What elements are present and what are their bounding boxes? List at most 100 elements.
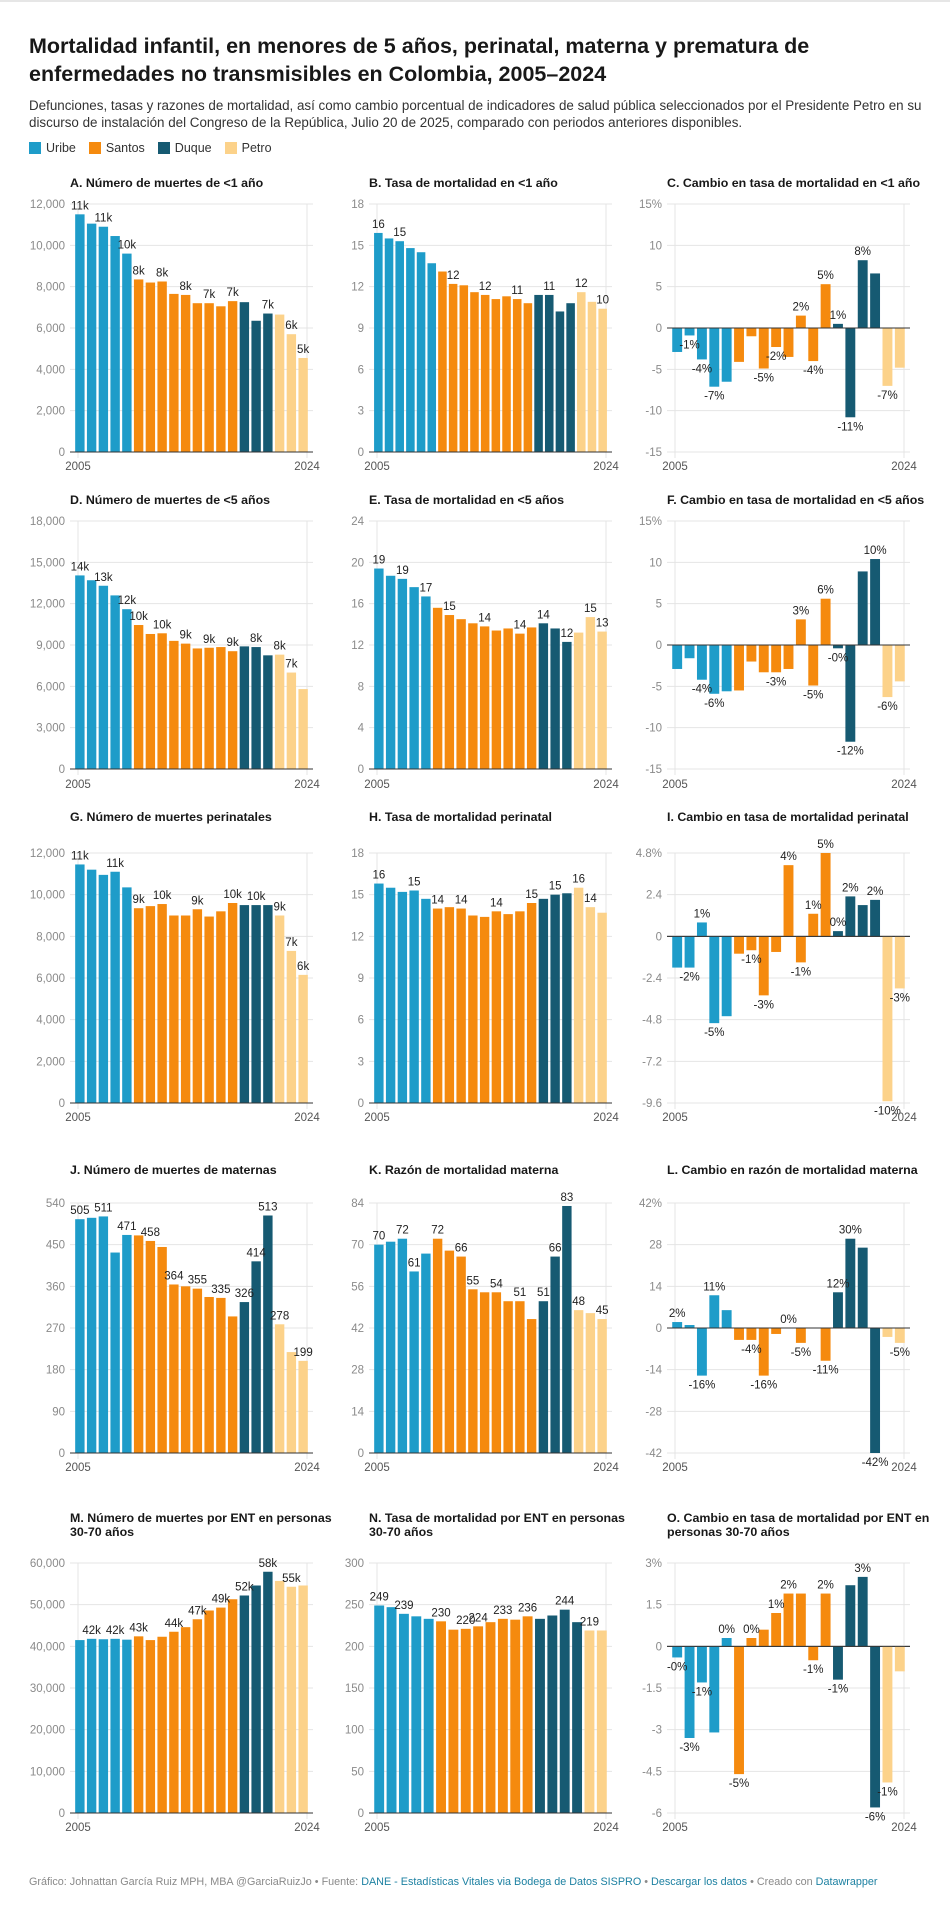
bar-o-1 — [684, 1646, 695, 1738]
y-tick-label-a: 0 — [59, 447, 65, 459]
bar-l-14 — [845, 1238, 856, 1328]
footer-datawrapper-link[interactable]: Datawrapper — [815, 1876, 878, 1888]
data-label-k-5: 72 — [431, 1225, 444, 1237]
bar-l-13 — [833, 1292, 843, 1328]
bar-d-13 — [227, 651, 238, 769]
data-label-i-9: 4% — [780, 851, 797, 863]
bar-i-9 — [783, 865, 794, 937]
data-label-k-12: 51 — [513, 1287, 526, 1299]
bar-a-2 — [98, 226, 109, 452]
bar-i-12 — [820, 853, 831, 937]
bar-n-16 — [572, 1622, 583, 1813]
bar-n-8 — [473, 1626, 484, 1813]
bar-h-17 — [573, 887, 584, 1103]
bar-o-3 — [709, 1646, 720, 1733]
bar-f-5 — [734, 645, 744, 691]
y-tick-label-l: 28 — [649, 1240, 662, 1252]
x-label-start-k: 2005 — [364, 1462, 390, 1474]
data-label-k-2: 72 — [396, 1225, 409, 1237]
footer-source-prefix: Fuente: — [321, 1876, 359, 1888]
footer-download-link[interactable]: Descargar los datos — [651, 1876, 748, 1888]
data-label-j-14: 326 — [235, 1288, 254, 1300]
bar-f-17 — [882, 645, 893, 698]
data-label-k-14: 51 — [537, 1287, 550, 1299]
bar-d-11 — [204, 647, 214, 769]
bar-g-2 — [98, 874, 109, 1103]
bar-m-12 — [216, 1607, 226, 1813]
data-label-h-5: 14 — [431, 895, 444, 907]
y-tick-label-f: -15 — [645, 764, 662, 776]
data-label-c-1: -1% — [679, 339, 699, 351]
bar-d-3 — [110, 595, 120, 769]
y-tick-label-i: 0 — [656, 931, 662, 943]
footer-source-link[interactable]: DANE - Estadísticas Vitales via Bodega d… — [361, 1876, 642, 1888]
bar-d-8 — [169, 640, 179, 769]
bar-f-0 — [672, 645, 683, 669]
bar-n-1 — [386, 1607, 397, 1813]
data-label-a-16: 7k — [262, 300, 274, 312]
data-label-g-7: 10k — [153, 890, 172, 902]
bar-j-17 — [274, 1324, 285, 1453]
bar-f-7 — [758, 645, 769, 673]
bar-a-6 — [145, 282, 156, 452]
bar-m-11 — [204, 1610, 214, 1813]
bar-g-18 — [286, 950, 297, 1103]
bar-j-9 — [180, 1286, 191, 1453]
y-tick-label-n: 200 — [345, 1641, 364, 1653]
data-label-o-15: 3% — [854, 1563, 871, 1575]
bar-g-17 — [274, 915, 285, 1103]
bar-c-16 — [870, 273, 881, 328]
data-label-f-16: 10% — [864, 545, 887, 557]
data-label-b-19: 12 — [575, 278, 588, 290]
data-label-h-0: 16 — [372, 870, 385, 882]
y-tick-label-c: 10 — [649, 240, 662, 252]
bar-d-10 — [192, 648, 203, 769]
y-tick-label-l: 0 — [656, 1323, 662, 1335]
data-label-g-15: 10k — [247, 891, 266, 903]
data-label-a-11: 7k — [203, 289, 215, 301]
y-tick-label-h: 9 — [358, 973, 364, 985]
data-label-a-2: 11k — [95, 213, 113, 225]
bar-i-11 — [808, 913, 819, 937]
x-label-start-h: 2005 — [364, 1112, 390, 1124]
bar-j-1 — [86, 1217, 97, 1453]
bar-a-11 — [204, 303, 214, 452]
bar-e-19 — [597, 631, 607, 769]
data-label-l-7: -16% — [750, 1380, 777, 1392]
bar-g-10 — [192, 909, 203, 1103]
bar-c-5 — [734, 328, 744, 362]
y-tick-label-l: -28 — [645, 1406, 662, 1418]
bar-f-18 — [894, 645, 905, 682]
bar-b-11 — [491, 299, 501, 452]
x-label-end-l: 2024 — [891, 1462, 917, 1474]
bar-b-20 — [587, 301, 597, 452]
data-label-e-9: 14 — [478, 612, 491, 624]
bar-b-4 — [416, 252, 426, 452]
bar-g-5 — [133, 908, 144, 1103]
bar-n-2 — [398, 1613, 409, 1813]
bar-h-18 — [585, 907, 596, 1103]
bar-i-14 — [845, 896, 856, 937]
y-tick-label-l: 14 — [649, 1281, 662, 1293]
x-label-start-l: 2005 — [662, 1462, 688, 1474]
legend-item-uribe: Uribe — [29, 141, 76, 155]
bar-a-14 — [239, 302, 250, 452]
bar-e-4 — [421, 596, 431, 769]
bar-c-2 — [696, 328, 707, 360]
y-tick-label-h: 18 — [351, 848, 364, 860]
x-label-end-a: 2024 — [294, 461, 320, 473]
data-label-f-14: -12% — [837, 746, 864, 758]
data-label-c-3: -7% — [704, 391, 724, 403]
bar-d-5 — [133, 625, 144, 769]
bar-j-15 — [251, 1261, 261, 1453]
x-label-end-f: 2024 — [891, 779, 917, 791]
bar-d-16 — [263, 655, 273, 769]
legend-swatch-petro — [224, 142, 237, 154]
bar-i-10 — [795, 936, 806, 963]
bar-h-9 — [479, 916, 490, 1103]
legend-swatch-duque — [157, 142, 170, 154]
bar-l-6 — [746, 1328, 757, 1340]
bar-m-14 — [239, 1595, 250, 1813]
bar-m-8 — [169, 1631, 179, 1813]
x-label-start-i: 2005 — [662, 1112, 688, 1124]
